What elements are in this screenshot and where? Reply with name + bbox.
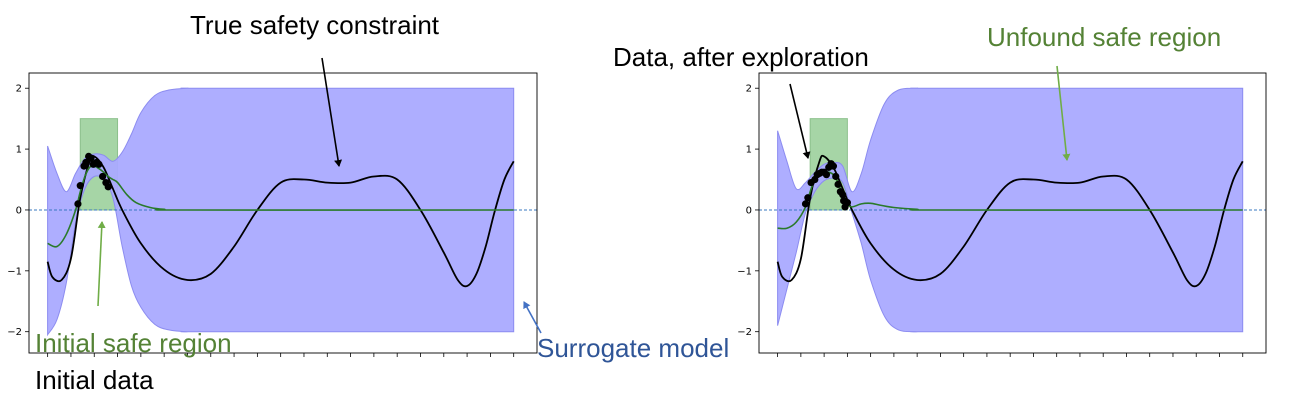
y-tick-label: −2: [737, 327, 752, 338]
data-point: [832, 172, 840, 181]
data-point: [822, 171, 831, 179]
unfound-region-label: Unfound safe region: [987, 22, 1221, 52]
y-tick-label: −2: [7, 327, 22, 338]
data-point: [843, 199, 851, 207]
data-point: [76, 182, 84, 190]
true-constraint-label: True safety constraint: [190, 10, 440, 40]
data-point: [87, 154, 95, 162]
chart-panel-after-exploration: 2 1 0 −1 −2: [737, 72, 1267, 357]
data-point: [104, 183, 112, 191]
y-tick-label: 1: [16, 145, 22, 156]
data-after-label: Data, after exploration: [613, 42, 869, 72]
y-tick-label: 0: [16, 205, 22, 216]
data-point: [95, 160, 103, 168]
surrogate-label: Surrogate model: [537, 333, 729, 363]
y-tick-label: 2: [746, 84, 752, 95]
chart-panel-initial: 2 1 0 −1 −2: [7, 72, 538, 357]
initial-safe-label: Initial safe region: [35, 328, 232, 358]
y-tick-label: −1: [737, 266, 752, 277]
y-tick-label: 2: [16, 84, 22, 95]
initial-safe-arrow: [97, 221, 106, 307]
axes-frame: [28, 72, 538, 354]
y-tick-label: 1: [746, 145, 752, 156]
data-point: [839, 191, 847, 199]
y-tick-label: −1: [7, 266, 22, 277]
initial-data-label: Initial data: [35, 365, 154, 395]
surrogate-arrow: [523, 301, 542, 334]
data-point: [99, 172, 107, 181]
true-constraint-arrow: [321, 57, 343, 167]
data-after-arrow: [789, 83, 811, 159]
data-point: [82, 158, 90, 167]
data-point: [834, 180, 842, 188]
data-point: [829, 162, 838, 170]
surrogate-band: [47, 87, 515, 337]
axes-frame: [758, 72, 1267, 354]
y-tick-label: 0: [746, 205, 752, 216]
unfound-region-arrow: [1056, 65, 1071, 161]
data-point: [804, 194, 812, 202]
data-point: [801, 200, 810, 208]
data-point: [74, 200, 82, 208]
